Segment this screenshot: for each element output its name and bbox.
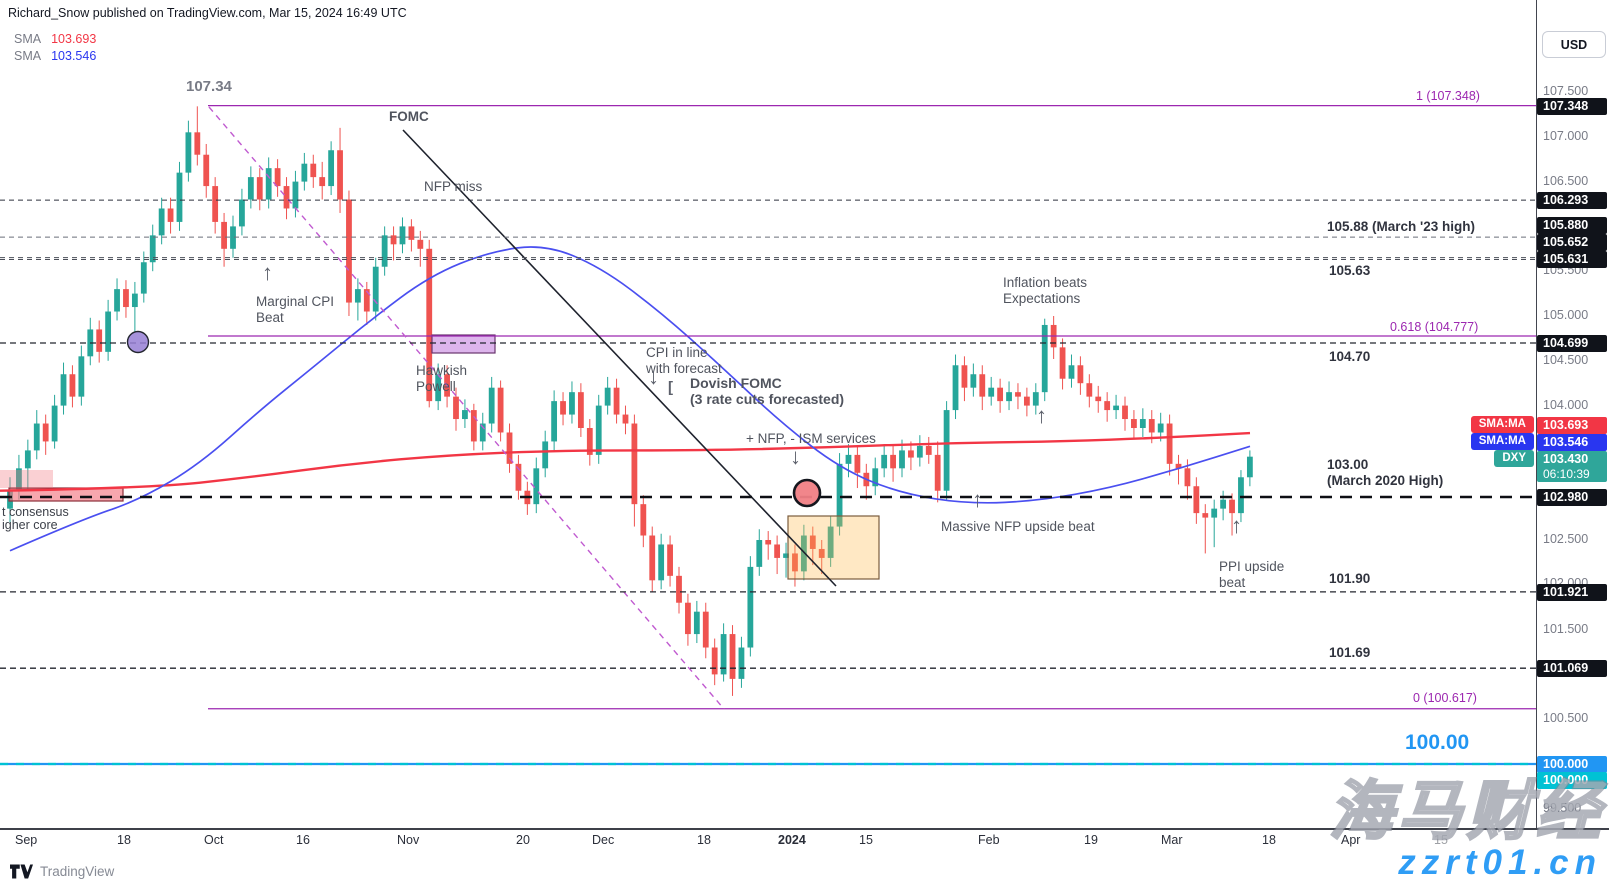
SMA slow (0, 431, 1251, 492)
sma1-value: 103.693 (51, 32, 97, 46)
nfp-miss-label: NFP miss (424, 179, 483, 194)
price-label-101.069: 101.069 (1537, 660, 1607, 677)
time-tick-Mar: Mar (1161, 833, 1183, 847)
price-label-102.980: 102.980 (1537, 489, 1607, 506)
time-tick-Feb: Feb (978, 833, 1000, 847)
level-100-00-label: 100.00 (1405, 731, 1470, 754)
level-103-00-label: 103.00 (March 2020 High) (1327, 457, 1444, 488)
price-tick-102.500: 102.500 (1543, 532, 1589, 546)
dovish-fomc-label: Dovish FOMC (3 rate cuts forecasted) (690, 375, 845, 408)
massive-nfp-label: Massive NFP upside beat (941, 519, 1095, 534)
level-105-88-label: 105.88 (March '23 high) (1327, 219, 1476, 234)
channel-dashed-trendline (208, 106, 725, 710)
legend-sma-2[interactable]: SMA 103.546 (14, 49, 96, 63)
time-tick-Oct: Oct (204, 833, 224, 847)
price-axis-border (1536, 0, 1537, 828)
series-tag-sma-ma: SMA:MA (1470, 433, 1534, 450)
time-tick-19: 19 (1084, 833, 1098, 847)
price-label-107.348: 107.348 (1537, 98, 1607, 115)
price-tick-99.500: 99.500 (1543, 801, 1582, 815)
fib-618-label: 0.618 (104.777) (1390, 320, 1479, 334)
cpi-in-line-label: CPI in line with forecast (646, 345, 722, 376)
level-101-90-label: 101.90 (1329, 571, 1371, 586)
candlestick-chart[interactable] (0, 0, 1536, 828)
price-label-103.546: 103.546 (1537, 434, 1607, 451)
up-arrow-massive-nfp: ↑ (972, 487, 983, 512)
series-tag-sma-ma: SMA:MA (1470, 416, 1534, 433)
price-label-103.430: 103.430 06:10:39 (1537, 451, 1607, 483)
SMA fast (9, 246, 1251, 552)
time-tick-18: 18 (1262, 833, 1276, 847)
time-tick-18: 18 (117, 833, 131, 847)
price-label-105.652: 105.652 (1537, 234, 1607, 251)
price-tick-100.500: 100.500 (1543, 711, 1589, 725)
fomc-trendline (402, 129, 837, 587)
watermark-url: zzrt01.cn (1398, 843, 1602, 882)
inflation-beats-label: Inflation beats Expectations (1003, 275, 1088, 306)
circle-marker-red (792, 478, 822, 508)
down-arrow-cpi-inline: ↓ (648, 364, 659, 389)
level-105-63-label: 105.63 (1329, 263, 1371, 278)
left-note-line1: t consensus (2, 505, 69, 519)
fib-0-label: 0 (100.617) (1413, 691, 1477, 705)
time-tick-16: 16 (296, 833, 310, 847)
bracket-mark: [ (668, 379, 673, 396)
fib-1-label: 1 (107.348) (1416, 89, 1480, 103)
left-red-zone (0, 470, 53, 488)
price-label-105.880: 105.880 (1537, 217, 1607, 234)
down-arrow-nfp-ism: ↓ (790, 444, 801, 469)
tradingview-brand[interactable]: TradingView (10, 864, 114, 879)
price-label-104.699: 104.699 (1537, 335, 1607, 352)
price-label-101.921: 101.921 (1537, 584, 1607, 601)
price-tick-104.000: 104.000 (1543, 398, 1589, 412)
hawkish-powell-zone (431, 334, 496, 354)
time-tick-Nov: Nov (397, 833, 420, 847)
hawkish-powell-label: Hawkish Powell (416, 363, 468, 394)
time-tick-Apr: Apr (1341, 833, 1361, 847)
consolidation-zone (787, 515, 880, 580)
time-tick-Sep: Sep (15, 833, 38, 847)
sma2-label: SMA (14, 49, 42, 63)
price-tick-104.500: 104.500 (1543, 353, 1589, 367)
price-tick-107.000: 107.000 (1543, 129, 1589, 143)
price-label-100.000: 100.000 (1537, 756, 1607, 773)
price-tick-105.000: 105.000 (1543, 308, 1589, 322)
time-tick-15: 15 (1434, 833, 1448, 847)
sma1-label: SMA (14, 32, 42, 46)
up-arrow-inflation: ↑ (1036, 403, 1047, 428)
time-tick-18: 18 (697, 833, 711, 847)
price-label-100.000: 100.000 (1537, 772, 1607, 789)
price-tick-106.500: 106.500 (1543, 174, 1589, 188)
tradingview-brand-text: TradingView (40, 864, 115, 879)
price-tick-107.500: 107.500 (1543, 84, 1589, 98)
left-pink-zone (8, 487, 124, 502)
nfp-ism-label: + NFP, - ISM services (746, 431, 876, 446)
price-107-34-label: 107.34 (186, 78, 232, 95)
level-101-69-label: 101.69 (1329, 645, 1371, 660)
up-arrow-ppi: ↑ (1231, 513, 1242, 538)
price-label-105.631: 105.631 (1537, 251, 1607, 268)
price-label-106.293: 106.293 (1537, 192, 1607, 209)
time-axis-border (0, 828, 1609, 830)
time-tick-Dec: Dec (592, 833, 615, 847)
series-tag-dxy: DXY (1494, 450, 1534, 467)
currency-usd-button[interactable]: USD (1542, 31, 1606, 58)
left-note-line2: igher core (2, 518, 58, 532)
legend-sma-1[interactable]: SMA 103.693 (14, 32, 96, 46)
fomc-label: FOMC (389, 109, 429, 124)
publish-line: Richard_Snow published on TradingView.co… (8, 6, 407, 20)
time-tick-15: 15 (859, 833, 873, 847)
tradingview-logo-icon (10, 864, 33, 879)
time-tick-2024: 2024 (778, 833, 806, 847)
ppi-upside-beat-label: PPI upside beat (1219, 559, 1285, 590)
sma2-value: 103.546 (51, 49, 97, 63)
circle-marker-purple (126, 330, 150, 354)
price-label-103.693: 103.693 (1537, 417, 1607, 434)
up-arrow-marginal-cpi: ↑ (262, 260, 273, 285)
level-104-70-label: 104.70 (1329, 349, 1371, 364)
time-tick-20: 20 (516, 833, 530, 847)
marginal-cpi-beat-label: Marginal CPI Beat (256, 294, 335, 325)
price-tick-101.500: 101.500 (1543, 622, 1589, 636)
